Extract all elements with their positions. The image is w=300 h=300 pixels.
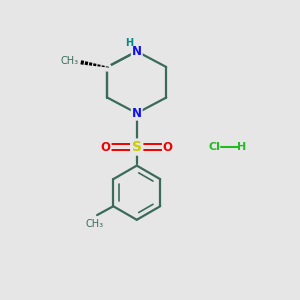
Text: H: H [125,38,134,48]
Text: N: N [132,45,142,58]
Text: Cl: Cl [209,142,221,152]
Text: O: O [163,141,173,154]
Text: S: S [132,140,142,154]
Text: N: N [132,107,142,120]
Text: H: H [237,142,246,152]
Text: CH₃: CH₃ [86,219,104,229]
Text: CH₃: CH₃ [61,56,79,66]
Text: O: O [101,141,111,154]
